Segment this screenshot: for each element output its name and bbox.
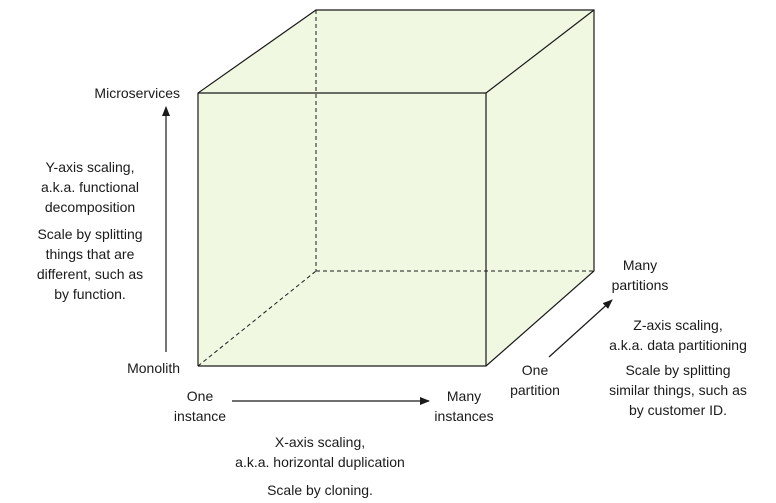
y-axis-title-line: a.k.a. functional <box>40 179 140 195</box>
x-axis-description: Scale by cloning. <box>200 480 440 500</box>
y-axis-description: Scale by splitting things that are diffe… <box>18 224 162 304</box>
y-axis-description-line: by function. <box>54 286 126 302</box>
cube-hidden-edges <box>197 10 594 367</box>
z-axis-start-label-line: partition <box>510 382 560 398</box>
z-axis-end-label-line: Many <box>622 257 658 273</box>
x-axis-end-label-line: Many <box>446 388 482 404</box>
y-axis-title-line: decomposition <box>44 199 136 215</box>
x-axis-title: X-axis scaling, a.k.a. horizontal duplic… <box>200 432 440 472</box>
z-axis-title-line: a.k.a. data partitioning <box>609 337 747 353</box>
cube-visible-edges <box>197 9 595 367</box>
cube-top-face <box>198 10 594 93</box>
y-axis-description-line: Scale by splitting <box>37 226 143 242</box>
x-axis-title-line: X-axis scaling, <box>274 434 366 450</box>
x-axis-description-line: Scale by cloning. <box>267 482 373 498</box>
z-axis-end-label: Many partitions <box>600 255 680 295</box>
y-axis-bottom-label: Monolith <box>127 360 180 376</box>
z-axis-title-line: Z-axis scaling, <box>633 317 723 333</box>
x-axis-start-label-line: instance <box>173 408 227 424</box>
z-axis-start-label: One partition <box>495 360 575 400</box>
z-axis-end-label-line: partitions <box>611 277 669 293</box>
cube-front-face <box>198 93 486 366</box>
x-axis-start-label-line: One <box>186 388 214 404</box>
z-axis-arrow <box>548 299 613 358</box>
x-axis-end-label: Many instances <box>424 386 504 426</box>
x-axis-end-label-line: instances <box>434 408 494 424</box>
z-axis-description-line: similar things, such as <box>609 382 747 398</box>
y-axis-title-line: Y-axis scaling, <box>45 159 135 175</box>
z-axis-start-label-line: One <box>521 362 549 378</box>
y-axis-description-line: things that are <box>45 246 135 262</box>
y-axis-title: Y-axis scaling, a.k.a. functional decomp… <box>18 157 162 217</box>
y-axis-description-line: different, such as <box>36 266 144 282</box>
cube-side-face <box>486 10 594 366</box>
x-axis-title-line: a.k.a. horizontal duplication <box>235 454 405 470</box>
z-axis-description-line: Scale by splitting <box>625 362 731 378</box>
y-axis-top-label: Microservices <box>94 85 180 101</box>
z-axis-description-line: by customer ID. <box>628 402 728 418</box>
z-axis-title: Z-axis scaling, a.k.a. data partitioning <box>582 315 774 355</box>
z-axis-description: Scale by splitting similar things, such … <box>582 360 774 420</box>
x-axis-start-label: One instance <box>160 386 240 426</box>
